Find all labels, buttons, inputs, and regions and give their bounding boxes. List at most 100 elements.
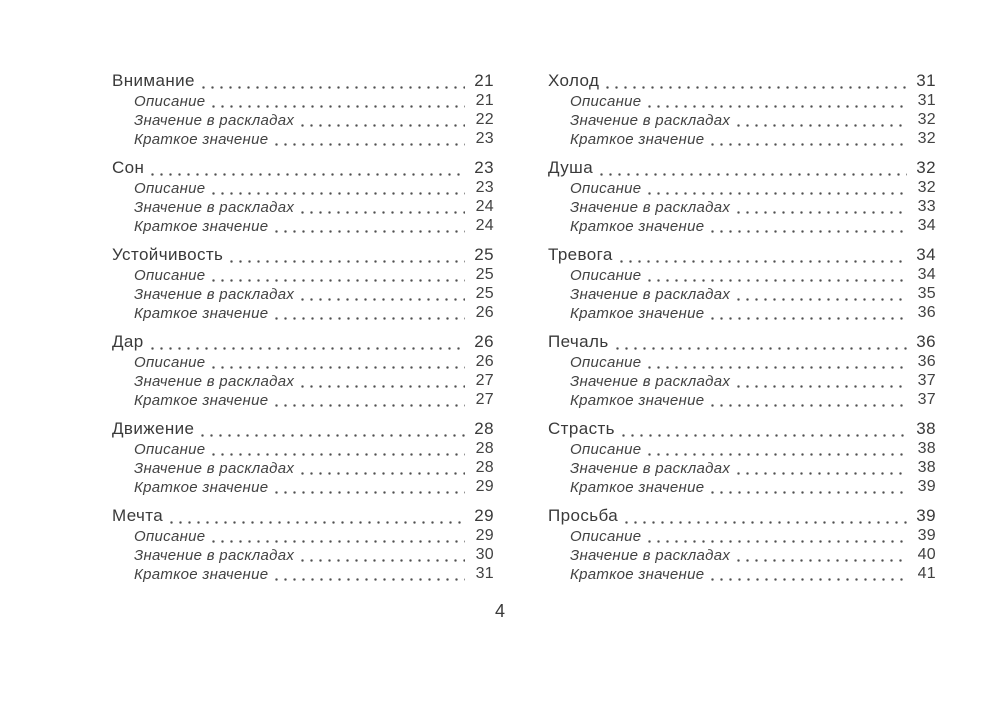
toc-entry: Просьба 39 Описание 39 Значение в раскла… — [548, 506, 936, 583]
toc-subentry-row: Описание 29 — [112, 526, 494, 545]
toc-subentry-page: 40 — [917, 546, 936, 563]
toc-entry-title: Движение — [112, 419, 195, 438]
toc-subentry-label: Описание — [134, 354, 206, 371]
toc-entry-title: Просьба — [548, 506, 619, 525]
toc-subentry-page: 32 — [917, 179, 936, 196]
toc-subentry-page: 21 — [475, 92, 494, 109]
toc-subentry-page: 28 — [475, 440, 494, 457]
dot-leader — [298, 458, 465, 477]
toc-subentry-page: 38 — [917, 440, 936, 457]
dot-leader — [645, 439, 907, 458]
dot-leader — [708, 216, 907, 235]
toc-entry-row: Душа 32 — [548, 158, 936, 178]
toc-entry: Печаль 36 Описание 36 Значение в расклад… — [548, 332, 936, 409]
toc-subentry-label: Краткое значение — [134, 218, 269, 235]
toc-subentry-page: 28 — [475, 459, 494, 476]
dot-leader — [209, 352, 465, 371]
toc-entry: Движение 28 Описание 28 Значение в раскл… — [112, 419, 494, 496]
toc-subentry-label: Описание — [570, 93, 642, 110]
toc-subentry-page: 26 — [475, 304, 494, 321]
toc-subentry-label: Значение в раскладах — [570, 547, 731, 564]
toc-entry-row: Страсть 38 — [548, 419, 936, 439]
dot-leader — [734, 284, 907, 303]
dot-leader — [645, 265, 907, 284]
toc-subentry-page: 24 — [475, 217, 494, 234]
toc-entry-page: 21 — [474, 71, 494, 90]
toc-subentry-label: Описание — [570, 267, 642, 284]
toc-subentry-page: 41 — [917, 565, 936, 582]
toc-subentry-row: Краткое значение 23 — [112, 129, 494, 148]
toc-entry-page: 34 — [916, 245, 936, 264]
dot-leader — [298, 110, 465, 129]
toc-subentry-row: Значение в раскладах 32 — [548, 110, 936, 129]
toc-subentry-row: Значение в раскладах 22 — [112, 110, 494, 129]
dot-leader — [708, 129, 907, 148]
toc-subentry-row: Описание 36 — [548, 352, 936, 371]
toc-subentry-row: Краткое значение 27 — [112, 390, 494, 409]
dot-leader — [603, 72, 907, 91]
folio-page-number: 4 — [494, 601, 505, 621]
toc-entry-row: Дар 26 — [112, 332, 494, 352]
toc-entry-row: Печаль 36 — [548, 332, 936, 352]
toc-subentry-row: Описание 32 — [548, 178, 936, 197]
toc-subentry-row: Описание 31 — [548, 91, 936, 110]
dot-leader — [298, 371, 465, 390]
toc-subentry-page: 27 — [475, 391, 494, 408]
toc-subentry-label: Значение в раскладах — [134, 199, 295, 216]
dot-leader — [198, 72, 465, 91]
toc-subentry-page: 36 — [917, 304, 936, 321]
toc-entry: Внимание 21 Описание 21 Значение в раскл… — [112, 71, 494, 148]
toc-subentry-label: Краткое значение — [570, 305, 705, 322]
toc-subentry-label: Значение в раскладах — [134, 112, 295, 129]
dot-leader — [167, 507, 465, 526]
dot-leader — [734, 110, 907, 129]
dot-leader — [272, 564, 465, 583]
toc-subentry-page: 35 — [917, 285, 936, 302]
dot-leader — [645, 91, 907, 110]
dot-leader — [734, 545, 907, 564]
toc-subentry-page: 31 — [475, 565, 494, 582]
toc-entry-page: 36 — [916, 332, 936, 351]
toc-subentry-page: 33 — [917, 198, 936, 215]
toc-subentry-page: 26 — [475, 353, 494, 370]
toc-entry-page: 32 — [916, 158, 936, 177]
toc-entry-title: Печаль — [548, 332, 609, 351]
toc-subentry-row: Краткое значение 36 — [548, 303, 936, 322]
toc-subentry-row: Значение в раскладах 35 — [548, 284, 936, 303]
toc-entry: Устойчивость 25 Описание 25 Значение в р… — [112, 245, 494, 322]
toc-subentry-label: Краткое значение — [570, 218, 705, 235]
toc-subentry-row: Значение в раскладах 30 — [112, 545, 494, 564]
toc-entry-title: Мечта — [112, 506, 164, 525]
toc-subentry-row: Краткое значение 37 — [548, 390, 936, 409]
toc-subentry-page: 23 — [475, 179, 494, 196]
toc-entry-page: 25 — [474, 245, 494, 264]
dot-leader — [147, 333, 465, 352]
toc-subentry-row: Краткое значение 39 — [548, 477, 936, 496]
dot-leader — [209, 91, 465, 110]
toc-subentry-label: Значение в раскладах — [134, 373, 295, 390]
toc-subentry-page: 29 — [475, 478, 494, 495]
toc-subentry-page: 39 — [917, 478, 936, 495]
toc-entry-page: 23 — [474, 158, 494, 177]
toc-subentry-page: 22 — [475, 111, 494, 128]
toc-subentry-label: Значение в раскладах — [570, 460, 731, 477]
toc-entry-row: Устойчивость 25 — [112, 245, 494, 265]
toc-subentry-page: 25 — [475, 266, 494, 283]
dot-leader — [272, 129, 465, 148]
dot-leader — [298, 545, 465, 564]
toc-subentry-row: Краткое значение 26 — [112, 303, 494, 322]
toc-subentry-label: Значение в раскладах — [570, 112, 731, 129]
toc-subentry-label: Значение в раскладах — [570, 199, 731, 216]
toc-subentry-label: Описание — [134, 180, 206, 197]
toc-subentry-row: Краткое значение 29 — [112, 477, 494, 496]
toc-entry: Сон 23 Описание 23 Значение в раскладах … — [112, 158, 494, 235]
toc-subentry-page: 25 — [475, 285, 494, 302]
toc-subentry-row: Краткое значение 32 — [548, 129, 936, 148]
toc-subentry-row: Краткое значение 31 — [112, 564, 494, 583]
dot-leader — [708, 477, 907, 496]
dot-leader — [209, 526, 465, 545]
toc-entry: Мечта 29 Описание 29 Значение в расклада… — [112, 506, 494, 583]
toc-column-left: Внимание 21 Описание 21 Значение в раскл… — [112, 71, 494, 594]
dot-leader — [645, 178, 907, 197]
toc-subentry-label: Краткое значение — [134, 305, 269, 322]
